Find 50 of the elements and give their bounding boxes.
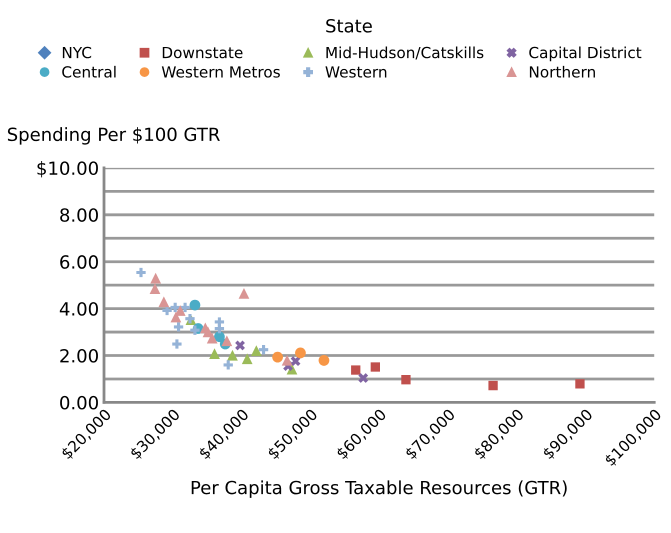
legend-label: Downstate — [162, 46, 242, 58]
point — [190, 326, 200, 335]
point — [170, 312, 182, 322]
point — [401, 375, 411, 384]
legend-label: Central — [62, 66, 116, 78]
point — [170, 302, 180, 312]
y-tick-label: $10.00 — [37, 161, 98, 178]
point — [358, 373, 368, 383]
point — [250, 345, 262, 356]
point — [190, 300, 200, 310]
point — [214, 324, 224, 334]
y-tick-label: 8.00 — [60, 208, 98, 222]
point — [174, 322, 184, 332]
point — [158, 296, 170, 308]
legend-label: Western — [325, 66, 386, 78]
point — [290, 356, 300, 366]
legend-label: Northern — [530, 66, 595, 78]
y-axis-title: Spending Per $100 GTR — [8, 127, 220, 145]
y-tick-label: 4.00 — [60, 302, 98, 316]
legend-label: Western Metros — [162, 66, 280, 78]
point — [488, 380, 498, 390]
point — [238, 288, 250, 299]
point — [318, 355, 330, 366]
point — [221, 335, 232, 346]
legend-label: Mid-Hudson/Catskills — [326, 46, 484, 60]
chart-title: State — [326, 18, 372, 33]
legend-label: NYC — [62, 46, 92, 58]
point — [172, 339, 182, 349]
point — [242, 353, 253, 364]
point — [575, 379, 585, 389]
point — [272, 352, 283, 363]
point — [351, 365, 360, 375]
y-tick-label: 6.00 — [60, 255, 98, 269]
point — [258, 344, 268, 354]
point — [224, 360, 233, 370]
point — [209, 348, 220, 360]
point — [206, 332, 218, 344]
point — [295, 348, 306, 358]
point — [150, 272, 162, 284]
point — [150, 283, 160, 294]
point — [282, 354, 292, 366]
point — [180, 302, 190, 312]
x-axis-title: Per Capita Gross Taxable Resources (GTR) — [192, 480, 567, 498]
point — [227, 350, 238, 361]
point — [136, 268, 146, 278]
legend-label: Capital District — [529, 46, 642, 62]
point — [235, 340, 245, 350]
y-tick-label: 0.00 — [60, 396, 98, 410]
point — [370, 362, 380, 372]
y-tick-label: 2.00 — [60, 348, 98, 363]
